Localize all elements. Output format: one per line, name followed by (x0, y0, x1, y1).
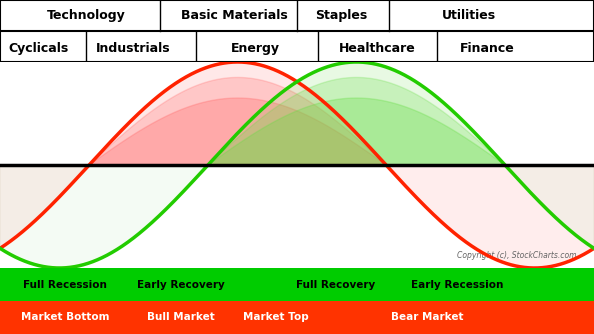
Text: Utilities: Utilities (442, 9, 497, 22)
Text: Copyright (c), StockCharts.com: Copyright (c), StockCharts.com (457, 251, 576, 260)
Text: Energy: Energy (231, 42, 280, 55)
Text: Healthcare: Healthcare (339, 42, 416, 55)
Text: Early Recession: Early Recession (411, 280, 504, 290)
Bar (0, 268, 594, 301)
Text: Basic Materials: Basic Materials (181, 9, 288, 22)
Text: Bear Market: Bear Market (391, 313, 464, 323)
Text: Technology: Technology (47, 9, 125, 22)
Text: Finance: Finance (460, 42, 514, 55)
Text: Cyclicals: Cyclicals (8, 42, 69, 55)
Text: Staples: Staples (315, 9, 368, 22)
Text: Full Recovery: Full Recovery (296, 280, 375, 290)
Text: Full Recession: Full Recession (23, 280, 108, 290)
Text: Market Bottom: Market Bottom (21, 313, 109, 323)
Text: Market Top: Market Top (244, 313, 309, 323)
Text: Early Recovery: Early Recovery (137, 280, 225, 290)
Text: Bull Market: Bull Market (147, 313, 215, 323)
Bar (0, 301, 594, 334)
Text: Industrials: Industrials (96, 42, 171, 55)
